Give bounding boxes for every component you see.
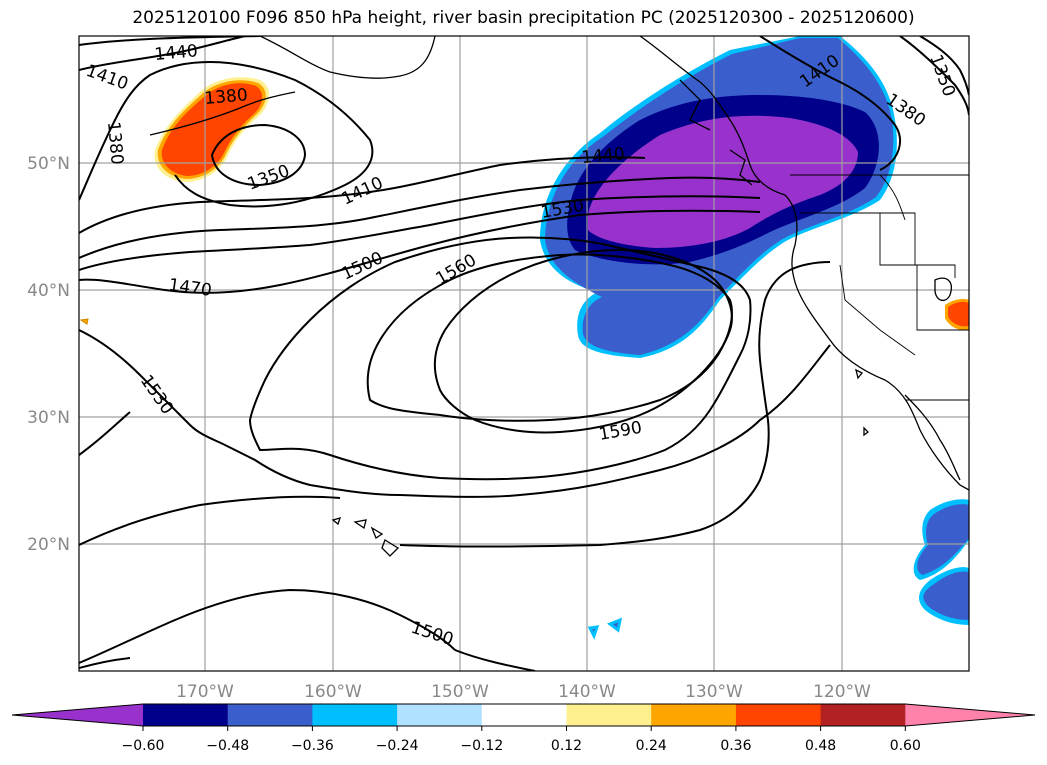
colorbar-swatch	[651, 704, 737, 726]
contour-label-1380-bering: 1380	[204, 85, 249, 109]
precip-positive-nevada	[945, 298, 969, 331]
colorbar-extend-max	[905, 704, 1035, 726]
colorbar-tick-label: −0.36	[291, 738, 334, 754]
lon-label-130w: 130°W	[685, 682, 743, 702]
colorbar-tick-label: −0.24	[376, 738, 419, 754]
contour-label-1440-nw: 1440	[154, 41, 199, 65]
contour-label-1470-west: 1470	[167, 275, 213, 301]
lat-label-30n: 30°N	[27, 408, 70, 428]
colorbar-tick-label: 0.12	[551, 738, 582, 754]
colorbar-tick-label: −0.60	[122, 738, 165, 754]
contour-label-1410-nw: 1410	[83, 61, 130, 95]
map-area: 1440 1410 1380 1380 1350 1410 1500 1470 …	[79, 36, 969, 671]
colorbar-tick-label: 0.48	[805, 738, 836, 754]
lon-labels: 170°W 160°W 150°W 140°W 130°W 120°W	[176, 682, 871, 702]
colorbar-swatch	[312, 704, 398, 726]
contour-label-1380-west: 1380	[103, 121, 127, 166]
contour-label-1350-ne: 1350	[925, 52, 959, 99]
colorbar-swatch	[735, 704, 822, 726]
colorbar: −0.60 −0.48 −0.36 −0.24 −0.12 0.12 0.24 0.36 0.4…	[11, 703, 1036, 754]
precip-positive-bering	[154, 77, 269, 182]
borders	[790, 174, 969, 401]
colorbar-tick-label: −0.48	[206, 738, 249, 754]
lon-label-140w: 140°W	[558, 682, 616, 702]
lat-label-40n: 40°N	[27, 281, 70, 301]
map-title: 2025120100 F096 850 hPa height, river ba…	[132, 8, 915, 28]
contour-label-1410-mid: 1410	[339, 173, 387, 209]
graticule	[79, 36, 969, 671]
colorbar-tick-label: 0.36	[720, 738, 751, 754]
map-frame	[78, 35, 970, 672]
precip-negative-se	[913, 499, 969, 625]
lat-label-50n: 50°N	[27, 154, 70, 174]
colorbar-swatch	[481, 704, 567, 726]
contour-label-1500-south: 1500	[408, 618, 455, 650]
precip-small-1	[606, 617, 623, 633]
lat-labels: 50°N 40°N 30°N 20°N	[27, 154, 70, 555]
lon-label-170w: 170°W	[176, 682, 234, 702]
colorbar-extend-min	[12, 704, 143, 726]
contour-label-1530-sw: 1530	[136, 371, 177, 418]
contour-label-1590: 1590	[597, 418, 643, 445]
lat-label-20n: 20°N	[27, 535, 70, 555]
colorbar-swatch	[820, 704, 906, 726]
lon-label-120w: 120°W	[813, 682, 871, 702]
contour-label-1560: 1560	[433, 250, 480, 289]
precip-small-2	[587, 625, 600, 640]
colorbar-swatch	[143, 704, 229, 726]
colorbar-tick-label: 0.60	[890, 738, 921, 754]
colorbar-swatch	[397, 704, 483, 726]
contour-label-1440-east: 1440	[581, 144, 626, 168]
colorbar-swatch	[566, 704, 652, 726]
precip-small-3	[79, 318, 89, 325]
lon-label-150w: 150°W	[431, 682, 489, 702]
colorbar-tick-label: 0.24	[636, 738, 667, 754]
colorbar-swatch	[227, 704, 313, 726]
coastlines	[149, 36, 969, 557]
contour-label-1350-low: 1350	[245, 161, 292, 195]
lon-label-160w: 160°W	[304, 682, 362, 702]
colorbar-tick-label: −0.12	[460, 738, 503, 754]
